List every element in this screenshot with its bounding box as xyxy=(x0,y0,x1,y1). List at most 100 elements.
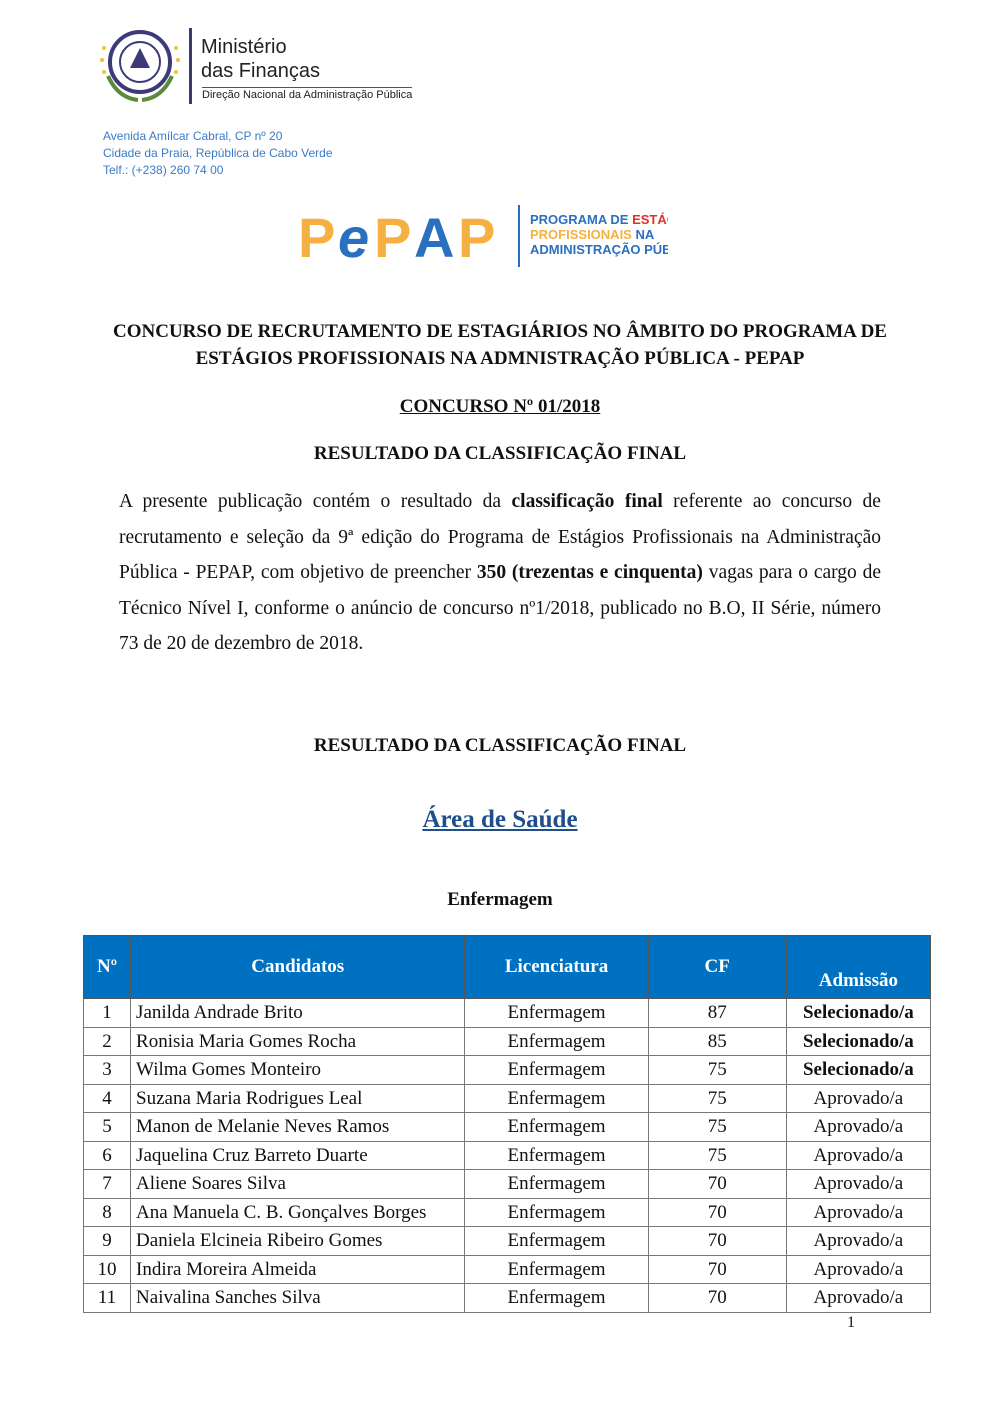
admission-status: Aprovado/a xyxy=(785,1169,932,1199)
result-heading-2: RESULTADO DA CLASSIFICAÇÃO FINAL xyxy=(313,735,687,756)
directorate: Direção Nacional da Administração Públic… xyxy=(202,87,413,101)
results-table: Nº Candidatos Licenciatura CF Admissão 1… xyxy=(82,935,932,1313)
row-number: 7 xyxy=(82,1169,132,1199)
table-row: 3 Wilma Gomes Monteiro Enfermagem 75 Selecio… xyxy=(82,1055,932,1085)
svg-text:P: P xyxy=(298,206,335,269)
admission-status: Aprovado/a xyxy=(785,1197,932,1227)
table-header-row: Nº Candidatos Licenciatura CF Admissão xyxy=(82,935,932,999)
pepap-logo: P e P A P PROGRAMA DE ESTÁGIOS PROFISSIO… xyxy=(298,205,668,269)
row-number: 6 xyxy=(82,1140,132,1170)
result-heading: RESULTADO DA CLASSIFICAÇÃO FINAL xyxy=(313,443,687,464)
table-row: 8 Ana Manuela C. B. Gonçalves Borges Enfer… xyxy=(82,1197,932,1227)
bold-text: classificação final xyxy=(511,491,663,512)
cf-score: 70 xyxy=(647,1226,787,1256)
document-title-line1: CONCURSO DE RECRUTAMENTO DE ESTAGIÁRIOS … xyxy=(113,321,887,342)
candidate-name: Jaquelina Cruz Barreto Duarte xyxy=(130,1140,466,1170)
row-number: 9 xyxy=(82,1226,132,1256)
degree: Enfermagem xyxy=(464,1026,649,1056)
cf-score: 70 xyxy=(647,1283,787,1313)
cf-score: 75 xyxy=(647,1112,787,1142)
degree: Enfermagem xyxy=(464,1283,649,1313)
col-header-candidates: Candidatos xyxy=(130,935,466,999)
degree: Enfermagem xyxy=(464,1226,649,1256)
admission-status: Aprovado/a xyxy=(785,1112,932,1142)
admission-status: Selecionado/a xyxy=(785,1026,932,1056)
address-line: Cidade da Praia, República de Cabo Verde xyxy=(103,146,333,160)
admission-status: Selecionado/a xyxy=(785,998,932,1028)
row-number: 5 xyxy=(82,1112,132,1142)
coat-of-arms-logo xyxy=(100,30,180,102)
row-number: 8 xyxy=(82,1197,132,1227)
admission-status: Aprovado/a xyxy=(785,1226,932,1256)
admission-status: Selecionado/a xyxy=(785,1055,932,1085)
page-number: 1 xyxy=(847,1314,855,1331)
svg-text:PROFISSIONAIS NA: PROFISSIONAIS NA xyxy=(530,227,655,242)
col-header-admission: Admissão xyxy=(785,935,932,999)
table-row: 11 Naivalina Sanches Silva Enfermagem 70 Apr… xyxy=(82,1283,932,1313)
intro-paragraph: A presente publicação contém o resultado… xyxy=(119,484,881,662)
text: vagas para o cargo de Técnico Nível I, c… xyxy=(119,562,882,654)
row-number: 2 xyxy=(82,1026,132,1056)
subarea-heading: Enfermagem xyxy=(447,889,553,910)
col-header-degree: Licenciatura xyxy=(464,935,649,999)
document-title-line2: ESTÁGIOS PROFISSIONAIS NA ADMNISTRAÇÃO P… xyxy=(195,348,805,369)
degree: Enfermagem xyxy=(464,1197,649,1227)
degree: Enfermagem xyxy=(464,1140,649,1170)
candidate-name: Ronisia Maria Gomes Rocha xyxy=(130,1026,466,1056)
table-row: 7 Aliene Soares Silva Enfermagem 70 Aprovado… xyxy=(82,1169,932,1199)
degree: Enfermagem xyxy=(464,1169,649,1199)
cf-score: 87 xyxy=(647,998,787,1028)
concurso-number: CONCURSO Nº 01/2018 xyxy=(399,396,601,417)
cf-score: 85 xyxy=(647,1026,787,1056)
candidate-name: Wilma Gomes Monteiro xyxy=(130,1055,466,1085)
admission-status: Aprovado/a xyxy=(785,1254,932,1284)
table-row: 10 Indira Moreira Almeida Enfermagem 70 Apro… xyxy=(82,1254,932,1284)
text: referente ao concurso de recrutamento e … xyxy=(119,491,881,583)
address-line: Avenida Amílcar Cabral, CP nº 20 xyxy=(103,129,283,143)
table-row: 9 Daniela Elcineia Ribeiro Gomes Enfermage… xyxy=(82,1226,932,1256)
cf-score: 75 xyxy=(647,1083,787,1113)
svg-text:P: P xyxy=(374,206,411,269)
table-row: 2 Ronisia Maria Gomes Rocha Enfermagem 85 Se… xyxy=(82,1026,932,1056)
row-number: 11 xyxy=(82,1283,132,1313)
row-number: 10 xyxy=(82,1254,132,1284)
address-line: Telf.: (+238) 260 74 00 xyxy=(103,163,224,177)
svg-text:P: P xyxy=(458,206,495,269)
row-number: 3 xyxy=(82,1055,132,1085)
svg-text:e: e xyxy=(338,206,369,269)
table-row: 4 Suzana Maria Rodrigues Leal Enfermagem 75… xyxy=(82,1083,932,1113)
header-divider xyxy=(189,28,192,104)
degree: Enfermagem xyxy=(464,1055,649,1085)
row-number: 1 xyxy=(82,998,132,1028)
degree: Enfermagem xyxy=(464,1083,649,1113)
svg-text:PROGRAMA DE ESTÁGIOS: PROGRAMA DE ESTÁGIOS xyxy=(530,212,668,227)
candidate-name: Janilda Andrade Brito xyxy=(130,998,466,1028)
degree: Enfermagem xyxy=(464,998,649,1028)
address-block: Avenida Amílcar Cabral, CP nº 20 Cidade … xyxy=(103,128,333,179)
cf-score: 75 xyxy=(647,1055,787,1085)
admission-status: Aprovado/a xyxy=(785,1140,932,1170)
cf-score: 70 xyxy=(647,1254,787,1284)
col-header-cf: CF xyxy=(647,935,787,999)
candidate-name: Aliene Soares Silva xyxy=(130,1169,466,1199)
cf-score: 70 xyxy=(647,1197,787,1227)
candidate-name: Daniela Elcineia Ribeiro Gomes xyxy=(130,1226,466,1256)
row-number: 4 xyxy=(82,1083,132,1113)
candidate-name: Ana Manuela C. B. Gonçalves Borges xyxy=(130,1197,466,1227)
table-row: 1 Janilda Andrade Brito Enfermagem 87 Seleci… xyxy=(82,998,932,1028)
cf-score: 70 xyxy=(647,1169,787,1199)
candidate-name: Naivalina Sanches Silva xyxy=(130,1283,466,1313)
candidate-name: Suzana Maria Rodrigues Leal xyxy=(130,1083,466,1113)
admission-status: Aprovado/a xyxy=(785,1283,932,1313)
col-header-number: Nº xyxy=(82,935,132,999)
ministry-line2: das Finanças xyxy=(201,60,320,82)
admission-status: Aprovado/a xyxy=(785,1083,932,1113)
degree: Enfermagem xyxy=(464,1254,649,1284)
area-heading: Área de Saúde xyxy=(422,806,578,833)
text: A presente publicação contém o resultado… xyxy=(119,491,512,512)
ministry-line1: Ministério xyxy=(201,36,287,58)
svg-text:ADMINISTRAÇÃO PÚBLICA: ADMINISTRAÇÃO PÚBLICA xyxy=(530,242,668,257)
table-row: 5 Manon de Melanie Neves Ramos Enfermagem 7… xyxy=(82,1112,932,1142)
ministry-name: Ministério das Finanças xyxy=(201,35,320,83)
cf-score: 75 xyxy=(647,1140,787,1170)
